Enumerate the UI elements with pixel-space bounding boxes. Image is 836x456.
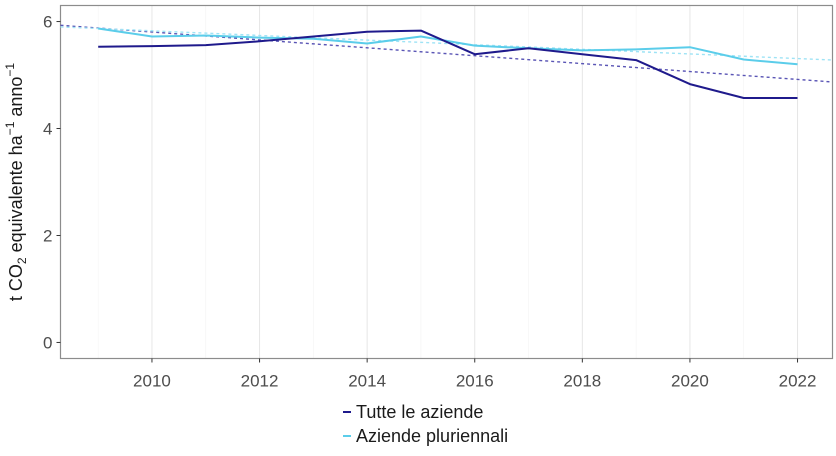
legend-key-icon (343, 435, 351, 437)
legend-key-icon (343, 411, 351, 413)
svg-text:2018: 2018 (563, 372, 601, 391)
y-axis-ticks: 0 2 4 6 (43, 13, 61, 352)
svg-text:2014: 2014 (348, 372, 386, 391)
svg-text:4: 4 (43, 120, 52, 139)
data-series (98, 27, 798, 99)
svg-text:2016: 2016 (456, 372, 494, 391)
legend-label: Aziende pluriennali (356, 426, 509, 446)
x-axis-ticks: 2010 2012 2014 2016 2018 2020 2022 (133, 358, 817, 391)
y-axis-title: t CO2 equivalente ha−1 anno−1 (3, 63, 29, 302)
svg-text:2: 2 (43, 226, 52, 245)
legend-label: Tutte le aziende (356, 402, 484, 422)
svg-text:2020: 2020 (671, 372, 709, 391)
svg-text:2012: 2012 (241, 372, 279, 391)
svg-text:2010: 2010 (133, 372, 171, 391)
legend-item-tutte-le-aziende: Tutte le aziende (343, 400, 508, 424)
svg-text:2022: 2022 (779, 372, 817, 391)
svg-text:6: 6 (43, 13, 52, 32)
grid-lines (97, 5, 799, 359)
svg-text:0: 0 (43, 333, 52, 352)
plot-border (59, 4, 834, 360)
trend-lines (60, 24, 833, 83)
legend: Tutte le aziende Aziende pluriennali (343, 400, 508, 448)
line-chart: 0 2 4 6 2010 2012 2014 2016 2018 2020 2022 t CO2 … (3, 4, 834, 391)
legend-item-aziende-pluriennali: Aziende pluriennali (343, 424, 508, 448)
